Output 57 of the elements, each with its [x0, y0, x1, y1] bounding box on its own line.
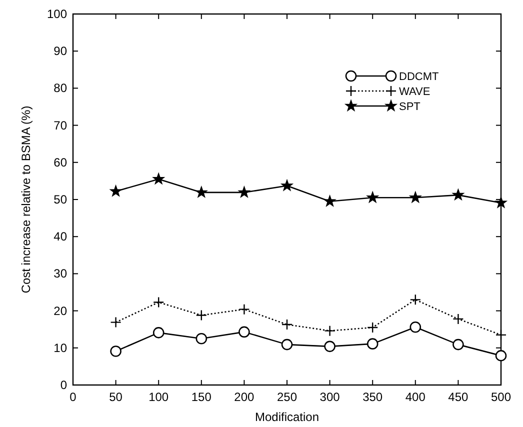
point	[410, 321, 422, 333]
point	[324, 195, 336, 207]
point	[195, 186, 208, 198]
point	[324, 340, 336, 352]
y-tick-label: 100	[46, 7, 68, 21]
point	[238, 186, 250, 198]
x-tick-label: 450	[448, 390, 469, 404]
y-tick-label: 70	[54, 118, 68, 132]
x-tick-label: 100	[148, 390, 169, 404]
point	[153, 296, 164, 308]
x-tick-label: 0	[70, 390, 77, 404]
legend-label: SPT	[399, 101, 421, 113]
point	[495, 350, 507, 362]
legend-label: WAVE	[399, 86, 430, 98]
point	[452, 188, 464, 200]
y-tick-label: 50	[54, 192, 68, 206]
y-axis-title: Cost increase relative to BSMA (%)	[19, 106, 33, 294]
point	[410, 294, 421, 306]
x-tick-label: 150	[191, 390, 212, 404]
point	[196, 332, 208, 344]
point	[409, 191, 422, 203]
x-axis-title: Modification	[254, 410, 320, 424]
y-tick-label: 20	[54, 304, 68, 318]
point	[152, 327, 164, 338]
x-tick-label: 50	[109, 390, 123, 404]
point	[238, 326, 250, 338]
y-tick-label: 90	[54, 44, 68, 58]
y-tick-label: 40	[54, 230, 68, 244]
point	[110, 316, 122, 328]
point	[280, 179, 294, 191]
point	[196, 310, 207, 321]
point	[452, 313, 464, 325]
y-tick-label: 10	[54, 340, 68, 355]
x-tick-label: 250	[276, 390, 298, 404]
x-tick-label: 300	[320, 390, 340, 404]
y-tick-label: 0	[60, 378, 68, 392]
point	[495, 329, 507, 341]
point	[324, 325, 336, 336]
x-tick-label: 500	[490, 390, 512, 404]
point	[152, 172, 165, 184]
legend-label: DDCMT	[399, 71, 439, 83]
x-tick-label: 200	[234, 390, 255, 404]
point	[238, 304, 250, 315]
x-tick-label: 350	[362, 390, 383, 404]
y-tick-label: 30	[54, 266, 68, 281]
y-tick-label: 60	[54, 155, 68, 170]
point	[494, 196, 508, 208]
point	[281, 318, 293, 330]
x-tick-label: 400	[405, 390, 426, 404]
point	[110, 346, 122, 357]
point	[110, 185, 122, 196]
point	[452, 338, 464, 350]
point	[367, 322, 378, 334]
point	[281, 338, 293, 350]
point	[366, 338, 378, 350]
y-tick-label: 80	[54, 81, 68, 96]
point	[366, 191, 379, 203]
